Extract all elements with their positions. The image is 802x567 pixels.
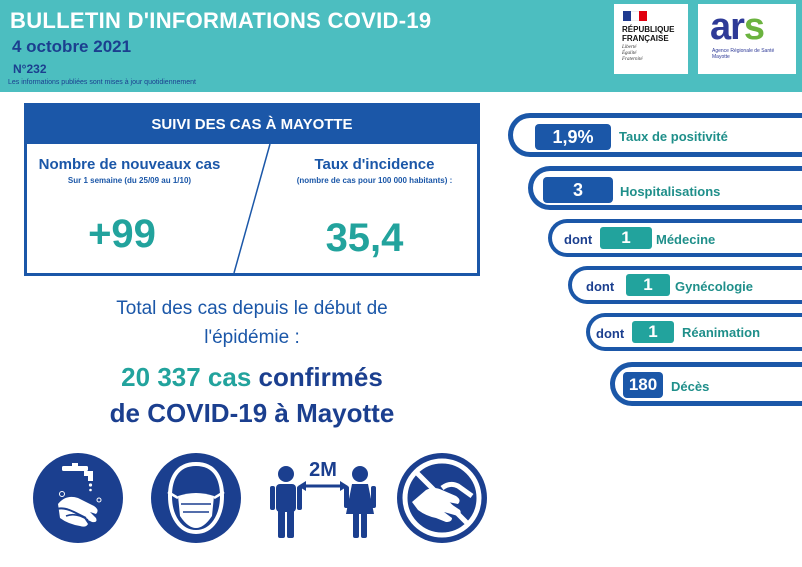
positivity-pill: 1,9% Taux de positivité [508,113,802,157]
positivity-value: 1,9% [535,124,611,150]
incidence-subtitle: (nombre de cas pour 100 000 habitants) : [296,176,453,185]
cases-heading: SUIVI DES CAS À MAYOTTE [27,106,477,144]
ars-wordmark: ars [710,6,765,48]
medecine-value: 1 [600,227,652,249]
total-line-1: Total des cas depuis le début de [116,298,388,319]
update-note: Les informations publiées sont mises à j… [8,79,196,86]
hospitalisations-label: Hospitalisations [620,184,721,199]
medecine-pill: dont 1 Médecine [548,219,802,257]
reanimation-label: Réanimation [682,325,761,340]
header-banner: BULLETIN D'INFORMATIONS COVID-19 4 octob… [0,0,802,92]
gynecologie-label: Gynécologie [675,279,754,294]
deces-pill: 180 Décès [610,362,802,406]
bulletin-title: BULLETIN D'INFORMATIONS COVID-19 [10,8,432,33]
hospitalisations-value: 3 [543,177,613,203]
reanimation-prefix: dont [596,326,625,341]
republique-francaise-logo: RÉPUBLIQUE FRANÇAISE Liberté Égalité Fra… [614,4,688,74]
reanimation-pill: dont 1 Réanimation [586,313,802,351]
new-cases-title: Nombre de nouveaux cas [38,156,221,173]
bulletin-number: N°232 [13,62,47,76]
hospitalisations-pill: 3 Hospitalisations [528,166,802,210]
bulletin-date: 4 octobre 2021 [12,37,132,56]
total-line-4: de COVID-19 à Mayotte [109,398,395,428]
no-handshake-icon [397,453,487,543]
handwash-icon [33,453,123,543]
incidence-value: 35,4 [325,216,404,260]
new-cases-value: +99 [88,212,156,256]
total-count-line: 20 337 cas confirmés [24,362,480,393]
gynecologie-pill: dont 1 Gynécologie [568,266,802,304]
deces-value: 180 [623,372,663,398]
incidence-title: Taux d'incidence [314,156,435,173]
gynecologie-value: 1 [626,274,670,296]
panel-divider [233,143,271,273]
gynecologie-prefix: dont [586,279,615,294]
reanimation-value: 1 [632,321,674,343]
total-line-2: l'épidémie : [204,327,300,348]
mask-icon [151,453,241,543]
ars-subtitle: Agence Régionale de Santé Mayotte [712,48,775,60]
distance-icon: 2M [270,459,376,538]
medecine-prefix: dont [564,232,593,247]
distance-label: 2M [309,459,337,481]
ars-logo: ars Agence Régionale de Santé Mayotte [698,4,796,74]
french-flag-icon [623,11,647,21]
new-cases-subtitle: Sur 1 semaine (du 25/09 au 1/10) [67,176,192,185]
total-count: 20 337 cas [121,362,252,392]
positivity-label: Taux de positivité [619,129,728,144]
total-confirmed: confirmés [258,362,383,392]
cases-panel: SUIVI DES CAS À MAYOTTE Nombre de nouvea… [24,103,480,276]
medecine-label: Médecine [656,232,716,247]
republique-text: RÉPUBLIQUE FRANÇAISE [622,25,675,43]
republique-motto: Liberté Égalité Fraternité [622,45,643,62]
deces-label: Décès [671,379,710,394]
